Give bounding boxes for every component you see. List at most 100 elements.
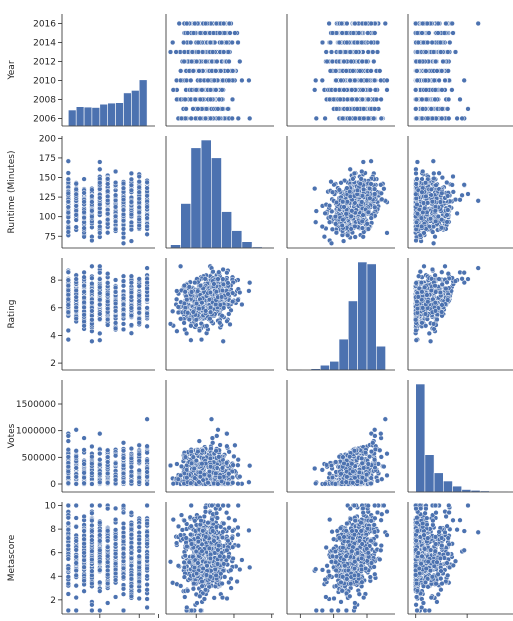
histogram-bar: [68, 109, 77, 127]
scatter-point: [73, 304, 79, 311]
scatter-point: [413, 87, 419, 93]
scatter-point: [329, 189, 336, 195]
scatter-point: [120, 306, 127, 313]
scatter-point: [415, 39, 421, 46]
scatter-point: [414, 77, 420, 84]
scatter-year-vs-rating: [312, 20, 390, 122]
scatter-point: [89, 208, 95, 214]
scatter-point: [144, 215, 150, 221]
scatter-point: [413, 181, 419, 187]
scatter-point: [419, 96, 425, 103]
scatter-point: [213, 68, 219, 74]
scatter-point: [81, 289, 87, 295]
scatter-point: [235, 297, 241, 303]
scatter-point: [431, 175, 437, 182]
scatter-point: [384, 87, 390, 93]
scatter-point: [341, 204, 347, 210]
scatter-point: [188, 323, 194, 329]
scatter-point: [128, 322, 135, 328]
histogram-bar: [75, 106, 85, 127]
scatter-point: [350, 68, 356, 74]
scatter-point: [170, 308, 176, 314]
scatter-point: [190, 309, 196, 315]
scatter-point: [210, 30, 217, 36]
scatter-point: [367, 87, 373, 93]
scatter-point: [357, 68, 363, 74]
scatter-point: [377, 68, 383, 74]
scatter-point: [450, 189, 456, 195]
scatter-point: [333, 106, 340, 112]
scatter-point: [247, 280, 253, 286]
scatter-point: [419, 189, 425, 195]
panel-0-2: [312, 20, 390, 122]
scatter-point: [73, 276, 79, 282]
scatter-point: [128, 182, 135, 188]
histogram-bar: [138, 79, 148, 127]
scatter-point: [112, 168, 119, 175]
scatter-point: [136, 209, 142, 216]
scatter-point: [223, 39, 230, 46]
scatter-point: [329, 58, 336, 65]
scatter-point: [423, 96, 430, 103]
scatter-point: [178, 115, 185, 122]
scatter-point: [170, 87, 176, 93]
scatter-point: [65, 170, 71, 176]
scatter-point: [384, 77, 390, 84]
scatter-point: [144, 323, 150, 329]
scatter-point: [475, 198, 481, 204]
scatter-point: [202, 20, 209, 27]
scatter-point: [419, 30, 425, 36]
histogram-bar: [131, 90, 140, 127]
scatter-point: [202, 30, 208, 36]
scatter-point: [323, 49, 329, 55]
scatter-point: [144, 265, 150, 271]
scatter-point: [354, 187, 361, 193]
scatter-point: [431, 170, 437, 177]
scatter-point: [128, 219, 135, 226]
panel-1-3: [413, 158, 481, 246]
scatter-rating-vs-runtime-minutes-: [167, 263, 253, 344]
scatter-point: [349, 96, 355, 103]
scatter-point: [112, 289, 119, 295]
scatter-point: [120, 321, 127, 327]
scatter-point: [357, 181, 363, 187]
scatter-point: [328, 179, 334, 185]
scatter-point: [181, 39, 187, 46]
scatter-point: [216, 115, 222, 122]
scatter-point: [136, 184, 142, 190]
scatter-point: [73, 186, 79, 193]
scatter-point: [81, 283, 87, 289]
scatter-point: [424, 39, 431, 46]
scatter-point: [349, 208, 355, 214]
scatter-point: [454, 115, 460, 122]
scatter-point: [326, 203, 333, 209]
scatter-point: [352, 20, 358, 27]
scatter-point: [97, 263, 103, 269]
scatter-point: [432, 87, 438, 93]
scatter-point: [461, 77, 467, 84]
scatter-point: [97, 284, 103, 290]
scatter-point: [213, 20, 220, 27]
scatter-point: [136, 216, 142, 223]
panel-1-2: [312, 158, 390, 246]
scatter-point: [339, 222, 345, 229]
scatter-point: [120, 273, 127, 279]
scatter-point: [97, 195, 103, 201]
scatter-point: [217, 30, 223, 36]
scatter-point: [167, 49, 174, 55]
scatter-point: [89, 308, 95, 314]
scatter-point: [413, 219, 420, 225]
scatter-point: [185, 310, 191, 316]
scatter-point: [441, 30, 448, 36]
scatter-point: [439, 106, 445, 112]
scatter-point: [418, 215, 425, 221]
scatter-point: [319, 39, 326, 46]
scatter-point: [378, 190, 384, 196]
histogram-year: [68, 79, 148, 127]
scatter-point: [136, 283, 142, 289]
scatter-point: [327, 68, 334, 74]
scatter-point: [128, 170, 135, 177]
scatter-point: [211, 281, 217, 287]
scatter-point: [120, 234, 127, 241]
scatter-point: [372, 87, 379, 93]
